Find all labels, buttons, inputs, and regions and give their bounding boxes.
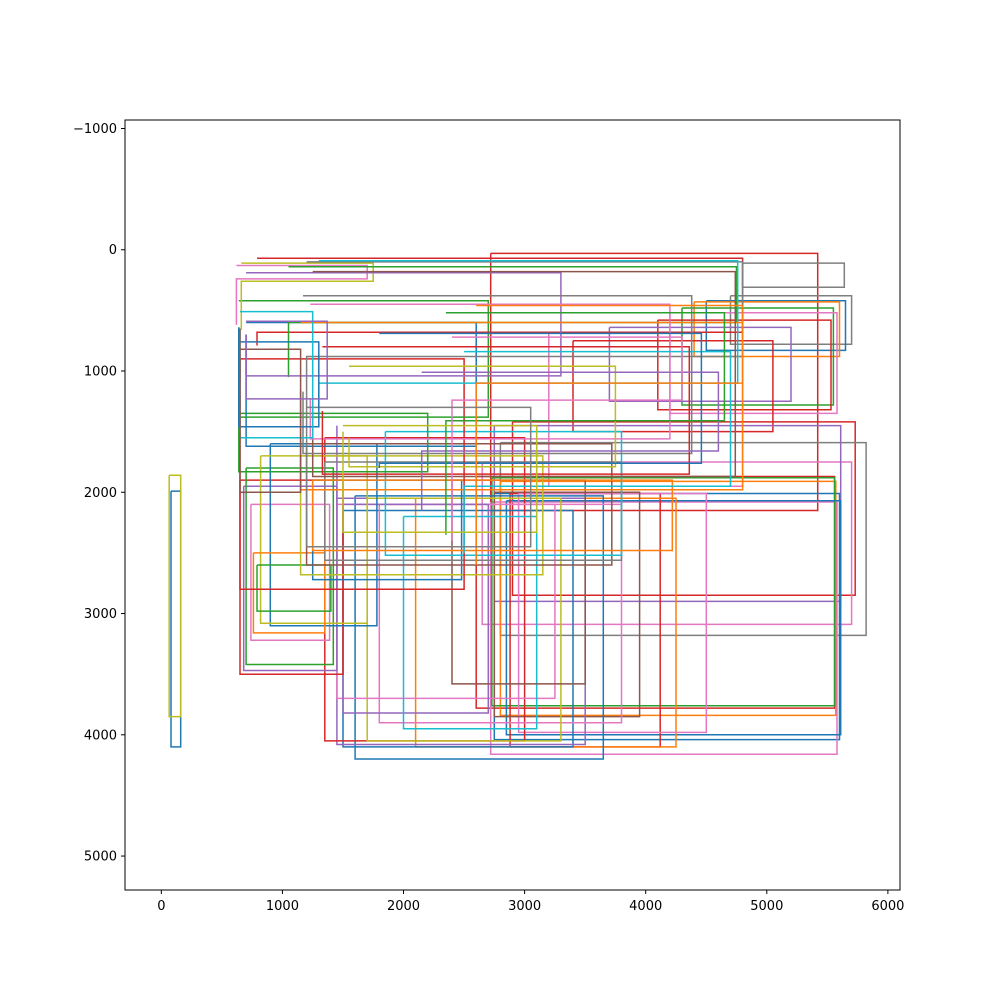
series-line-76 [239, 328, 302, 494]
series-line-75 [239, 310, 314, 439]
x-tick-label: 3000 [508, 899, 541, 914]
series-line-11 [511, 421, 856, 597]
series-line-22 [414, 497, 677, 748]
x-tick-label: 2000 [387, 899, 420, 914]
series-line-64 [463, 350, 732, 553]
series-line-73 [305, 395, 532, 548]
series-line-50 [239, 358, 465, 591]
series-line-53 [235, 264, 368, 325]
y-tick-label: 3000 [84, 607, 117, 622]
y-tick-label: 5000 [84, 850, 117, 865]
series-line-36 [242, 485, 338, 672]
series-line-47 [384, 430, 623, 557]
series-line-1 [741, 262, 846, 289]
series-line-51 [245, 321, 477, 447]
y-tick-label: 4000 [84, 728, 117, 743]
series-line-20 [505, 500, 842, 736]
series-line-48 [311, 479, 674, 552]
series-line-46 [324, 461, 623, 561]
series-line-70 [451, 336, 683, 541]
x-tick-label: 5000 [750, 899, 783, 914]
series-line-78 [170, 490, 182, 748]
x-tick-label: 4000 [629, 899, 662, 914]
series-line-14 [493, 424, 842, 603]
series-line-69 [445, 312, 726, 535]
plot-marks [168, 252, 867, 760]
series-line-8 [608, 326, 792, 403]
series-line-42 [256, 564, 332, 612]
series-line-16 [499, 480, 837, 717]
series-line-7 [657, 319, 832, 411]
x-tick-label: 6000 [871, 899, 904, 914]
plot-frame [124, 119, 901, 891]
series-line-13 [481, 461, 853, 626]
series-line-19 [491, 476, 836, 707]
series-line-23 [517, 492, 708, 734]
series-line-65 [321, 346, 691, 475]
series-line-18 [489, 501, 838, 755]
series-line-59 [245, 272, 562, 377]
x-tick-label: 1000 [266, 899, 299, 914]
series-line-74 [238, 327, 320, 428]
series-line-9 [572, 339, 774, 433]
series-line-33 [402, 515, 538, 730]
series-line-63 [309, 303, 671, 440]
series-line-44 [299, 455, 544, 576]
axes: 0 1000 2000 3000 4000 5000 6000 −1000 0 1000 2000 3… [73, 119, 904, 914]
y-tick-label: 2000 [84, 486, 117, 501]
x-tick-label: 0 [157, 899, 165, 914]
series-line-61 [311, 270, 737, 478]
series-line-40 [259, 455, 368, 624]
series-line-66 [348, 365, 617, 468]
series-line-3 [705, 299, 847, 352]
series-line-62 [302, 295, 693, 455]
series-line-54 [240, 262, 374, 330]
series-line-37 [245, 467, 335, 666]
series-line-24 [493, 491, 641, 718]
series-line-4 [693, 301, 841, 358]
series-line-67 [378, 332, 703, 468]
series-line-35 [239, 479, 344, 675]
y-tick-label: −1000 [73, 122, 117, 137]
series-line-79 [168, 474, 182, 718]
series-line-72 [342, 424, 538, 534]
y-tick-label: 0 [109, 243, 117, 258]
series-line-30 [366, 497, 562, 742]
series-line-17 [493, 492, 841, 741]
series-line-77 [245, 320, 328, 400]
y-tick-label: 1000 [84, 365, 117, 380]
series-line-38 [250, 503, 331, 641]
series-line-25 [354, 495, 605, 760]
series-line-0 [489, 252, 819, 512]
series-line-71 [475, 304, 744, 565]
series-line-68 [420, 371, 720, 511]
